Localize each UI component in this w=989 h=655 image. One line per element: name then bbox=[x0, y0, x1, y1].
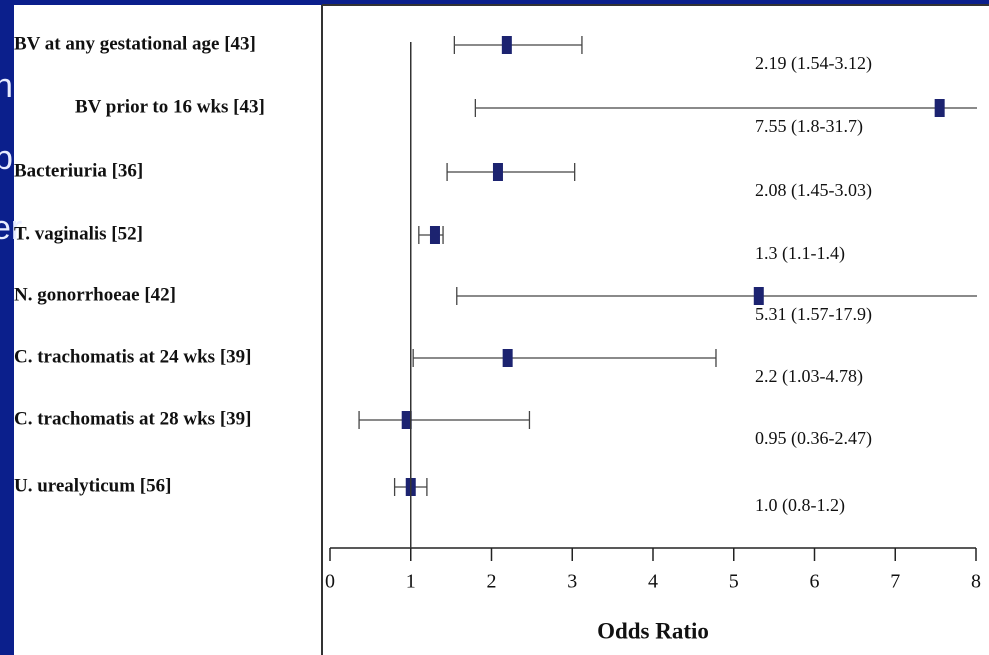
x-tick-label: 3 bbox=[567, 571, 577, 593]
value-label: 0.95 (0.36-2.47) bbox=[755, 428, 872, 449]
x-tick-label: 6 bbox=[810, 571, 820, 593]
category-label: BV at any gestational age [43] bbox=[14, 33, 256, 54]
point-estimate bbox=[934, 99, 945, 117]
slide-fragment: p bbox=[0, 139, 13, 177]
x-axis-label: Odds Ratio bbox=[597, 618, 709, 643]
plot-area bbox=[358, 36, 977, 496]
category-label: BV prior to 16 wks [43] bbox=[75, 96, 265, 117]
category-label: C. trachomatis at 24 wks [39] bbox=[14, 346, 251, 367]
slide-fragment: h bbox=[0, 67, 13, 105]
category-label: U. urealyticum [56] bbox=[14, 475, 171, 496]
slide-fragment: er bbox=[0, 209, 22, 247]
point-estimate bbox=[502, 349, 513, 367]
value-label: 1.3 (1.1-1.4) bbox=[755, 243, 845, 264]
category-label: T. vaginalis [52] bbox=[14, 223, 143, 244]
point-estimate bbox=[492, 163, 503, 181]
point-estimate bbox=[753, 287, 764, 305]
point-estimate bbox=[501, 36, 512, 54]
category-label: Bacteriuria [36] bbox=[14, 160, 143, 181]
x-tick-label: 0 bbox=[325, 571, 335, 593]
value-label: 2.19 (1.54-3.12) bbox=[755, 53, 872, 74]
category-label: N. gonorrhoeae [42] bbox=[14, 284, 176, 305]
point-estimate bbox=[429, 226, 440, 244]
x-tick-label: 2 bbox=[487, 571, 497, 593]
point-estimate bbox=[401, 411, 412, 429]
x-tick-label: 4 bbox=[648, 571, 658, 593]
x-tick-label: 1 bbox=[406, 571, 416, 593]
value-label: 1.0 (0.8-1.2) bbox=[755, 495, 845, 516]
x-tick-label: 5 bbox=[729, 571, 739, 593]
x-tick-label: 8 bbox=[971, 571, 981, 593]
value-label: 2.2 (1.03-4.78) bbox=[755, 366, 863, 387]
x-tick-label: 7 bbox=[890, 571, 900, 593]
value-label: 5.31 (1.57-17.9) bbox=[755, 304, 872, 325]
value-label: 7.55 (1.8-31.7) bbox=[755, 116, 863, 137]
value-label: 2.08 (1.45-3.03) bbox=[755, 180, 872, 201]
category-label: C. trachomatis at 28 wks [39] bbox=[14, 408, 251, 429]
panel bbox=[14, 5, 989, 655]
